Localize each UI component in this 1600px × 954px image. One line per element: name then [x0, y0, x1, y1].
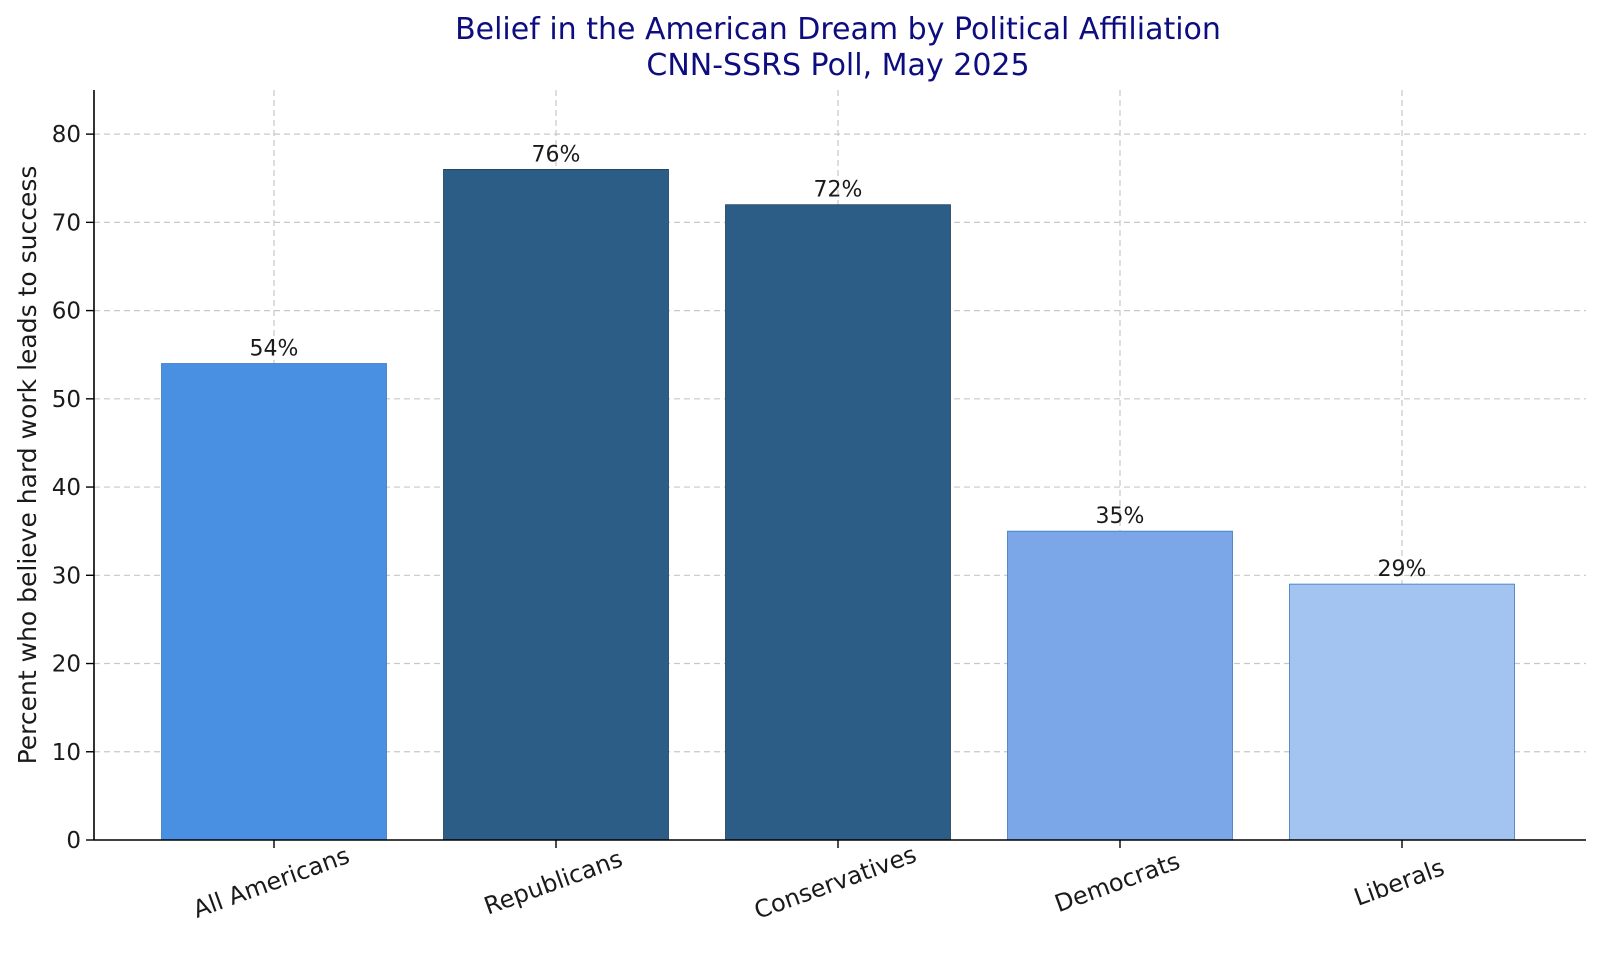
y-tick-label: 10 — [52, 740, 81, 766]
bar — [1007, 530, 1233, 841]
data-label: 76% — [532, 142, 581, 167]
data-label: 35% — [1096, 504, 1145, 529]
bar — [725, 204, 951, 841]
y-axis-title: Percent who believe hard work leads to s… — [13, 166, 42, 765]
chart-subtitle: CNN-SSRS Poll, May 2025 — [646, 48, 1029, 83]
data-label: 72% — [814, 178, 863, 203]
y-tick-label: 40 — [52, 475, 81, 501]
bar — [1289, 583, 1515, 841]
chart-title: Belief in the American Dream by Politica… — [455, 12, 1221, 47]
axis-layer — [86, 90, 1586, 848]
y-tick-label: 20 — [52, 652, 81, 678]
data-label: 54% — [250, 337, 299, 362]
x-tick-label: All Americans — [189, 841, 353, 923]
x-tick-label: Democrats — [1051, 847, 1184, 918]
bar — [443, 169, 669, 841]
y-tick-label: 30 — [52, 563, 81, 589]
data-label: 29% — [1378, 557, 1427, 582]
y-tick-label: 50 — [52, 387, 81, 413]
bar — [161, 363, 387, 841]
y-tick-label: 70 — [52, 210, 81, 236]
y-tick-label: 80 — [52, 122, 81, 148]
x-tick-label: Liberals — [1350, 853, 1448, 911]
x-tick-label: Republicans — [480, 845, 626, 921]
y-tick-label: 0 — [66, 828, 81, 854]
bar-layer — [161, 169, 1515, 841]
y-tick-label: 60 — [52, 299, 81, 325]
x-tick-label: Conservatives — [750, 840, 920, 925]
